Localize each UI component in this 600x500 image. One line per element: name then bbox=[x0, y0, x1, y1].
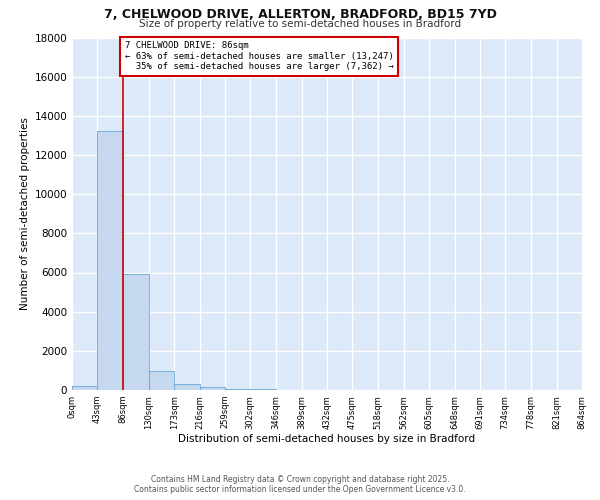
Y-axis label: Number of semi-detached properties: Number of semi-detached properties bbox=[20, 118, 30, 310]
Text: 7, CHELWOOD DRIVE, ALLERTON, BRADFORD, BD15 7YD: 7, CHELWOOD DRIVE, ALLERTON, BRADFORD, B… bbox=[104, 8, 496, 20]
Text: Size of property relative to semi-detached houses in Bradford: Size of property relative to semi-detach… bbox=[139, 19, 461, 29]
Text: Contains HM Land Registry data © Crown copyright and database right 2025.
Contai: Contains HM Land Registry data © Crown c… bbox=[134, 474, 466, 494]
X-axis label: Distribution of semi-detached houses by size in Bradford: Distribution of semi-detached houses by … bbox=[178, 434, 476, 444]
Text: 7 CHELWOOD DRIVE: 86sqm
← 63% of semi-detached houses are smaller (13,247)
  35%: 7 CHELWOOD DRIVE: 86sqm ← 63% of semi-de… bbox=[125, 42, 393, 71]
